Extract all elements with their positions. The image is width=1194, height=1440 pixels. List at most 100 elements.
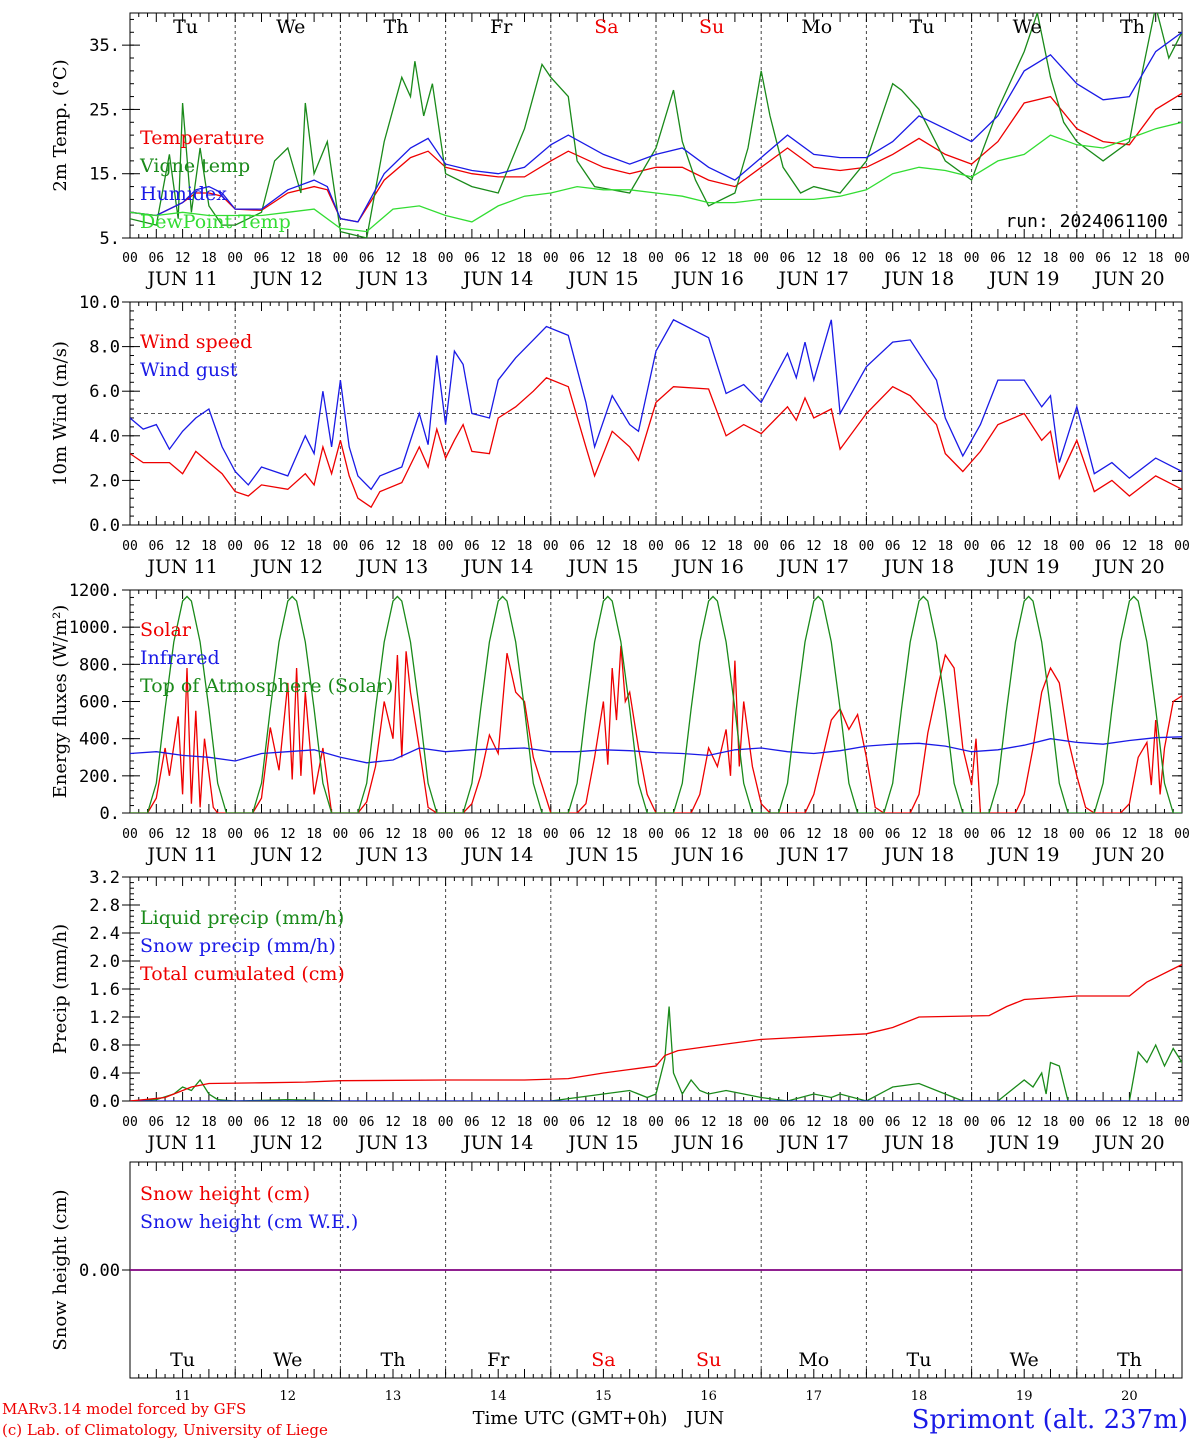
hour-tick-label: 18 (1043, 827, 1059, 842)
y-tick-label: 4.0 (89, 427, 120, 447)
hour-tick-label: 00 (543, 539, 559, 554)
y-tick-label: 3.2 (89, 868, 120, 888)
y-tick-label: 8.0 (89, 338, 120, 358)
hour-tick-label: 06 (885, 1115, 901, 1130)
hour-tick-label: 06 (359, 251, 375, 266)
month-label: JUN (684, 1408, 724, 1429)
hour-tick-label: 00 (648, 827, 664, 842)
weekday-label: We (1013, 16, 1042, 38)
legend-entry: Humidex (140, 183, 227, 205)
hour-tick-label: 06 (674, 251, 690, 266)
day-number-label: 18 (911, 1389, 928, 1404)
hour-tick-label: 12 (596, 539, 612, 554)
date-label: JUN 15 (566, 556, 638, 578)
hour-tick-label: 00 (859, 251, 875, 266)
y-axis-label: Energy fluxes (W/m²) (50, 605, 71, 799)
hour-tick-label: 00 (648, 251, 664, 266)
weekday-label: Su (699, 16, 724, 38)
hour-tick-label: 00 (438, 251, 454, 266)
hour-tick-label: 00 (1174, 827, 1190, 842)
hour-tick-label: 12 (385, 539, 401, 554)
hour-tick-label: 06 (1095, 827, 1111, 842)
legend-entry: Top of Atmosphere (Solar) (140, 675, 393, 697)
hour-tick-label: 06 (148, 251, 164, 266)
hour-tick-label: 18 (411, 251, 427, 266)
date-label: JUN 15 (566, 844, 638, 866)
hour-tick-label: 06 (148, 539, 164, 554)
hour-tick-label: 00 (122, 251, 138, 266)
hour-tick-label: 00 (122, 827, 138, 842)
date-label: JUN 11 (145, 268, 217, 290)
time-axis-label: Time UTC (GMT+0h) (473, 1408, 668, 1429)
hour-tick-label: 12 (1016, 539, 1032, 554)
y-tick-label: 0.8 (89, 1036, 120, 1056)
hour-tick-label: 06 (1095, 539, 1111, 554)
hour-tick-label: 06 (885, 539, 901, 554)
y-tick-label: 1200. (69, 581, 120, 601)
weekday-label: Th (1117, 1349, 1142, 1371)
hour-tick-label: 18 (937, 1115, 953, 1130)
hour-tick-label: 00 (648, 1115, 664, 1130)
panel-3: 0. 200. 400. 600. 800. 1000. 1200. Energy fluxe… (50, 581, 1190, 866)
hour-tick-label: 00 (753, 1115, 769, 1130)
y-tick-label: 1000. (69, 618, 120, 638)
hour-tick-label: 18 (832, 827, 848, 842)
hour-tick-label: 06 (569, 539, 585, 554)
hour-tick-label: 00 (753, 539, 769, 554)
hour-tick-label: 18 (517, 1115, 533, 1130)
y-tick-label: 400. (79, 730, 120, 750)
hour-tick-label: 12 (280, 539, 296, 554)
hour-tick-label: 00 (859, 1115, 875, 1130)
y-tick-label: 15. (89, 165, 120, 185)
y-tick-label: 0.0 (89, 1092, 120, 1112)
station-label: Sprimont (alt. 237m) (912, 1405, 1188, 1435)
hour-tick-label: 06 (254, 827, 270, 842)
day-number-label: 15 (595, 1389, 612, 1404)
hour-tick-label: 12 (911, 539, 927, 554)
legend-entry: Snow height (cm W.E.) (140, 1211, 358, 1233)
hour-tick-label: 00 (1069, 251, 1085, 266)
hour-tick-label: 12 (1122, 251, 1138, 266)
date-label: JUN 19 (987, 1132, 1059, 1154)
legend-entry: Wind speed (140, 331, 252, 353)
weekday-label: We (273, 1349, 302, 1371)
hour-tick-label: 18 (622, 1115, 638, 1130)
hour-tick-label: 00 (1069, 1115, 1085, 1130)
series-line (130, 318, 1182, 491)
hour-tick-label: 00 (964, 251, 980, 266)
date-label: JUN 12 (251, 844, 323, 866)
hour-tick-label: 12 (596, 1115, 612, 1130)
hour-tick-label: 12 (490, 251, 506, 266)
hour-tick-label: 12 (175, 251, 191, 266)
hour-tick-label: 06 (359, 827, 375, 842)
plot-frame (129, 589, 1183, 814)
hour-tick-label: 00 (543, 251, 559, 266)
date-label: JUN 19 (987, 268, 1059, 290)
y-tick-label: 2.0 (89, 471, 120, 491)
day-number-label: 14 (490, 1389, 507, 1404)
y-tick-label: 0.4 (89, 1064, 120, 1084)
hour-tick-label: 06 (464, 539, 480, 554)
legend-entry: Infrared (140, 647, 220, 669)
hour-tick-label: 12 (175, 827, 191, 842)
hour-tick-label: 18 (411, 539, 427, 554)
y-tick-label: 0.00 (79, 1261, 120, 1281)
hour-tick-label: 12 (1122, 539, 1138, 554)
y-tick-label: 600. (79, 693, 120, 713)
hour-tick-label: 12 (596, 251, 612, 266)
date-label: JUN 16 (671, 1132, 743, 1154)
hour-tick-label: 06 (254, 539, 270, 554)
date-label: JUN 18 (882, 844, 954, 866)
hour-tick-label: 18 (1043, 539, 1059, 554)
hour-tick-label: 12 (701, 251, 717, 266)
hour-tick-label: 18 (201, 539, 217, 554)
hour-tick-label: 18 (1043, 1115, 1059, 1130)
y-tick-label: 200. (79, 767, 120, 787)
hour-tick-label: 18 (937, 539, 953, 554)
legend-entry: Total cumulated (cm) (140, 963, 345, 985)
hour-tick-label: 18 (306, 251, 322, 266)
hour-tick-label: 18 (622, 251, 638, 266)
hour-tick-label: 00 (333, 827, 349, 842)
legend-entry: Solar (140, 619, 192, 641)
